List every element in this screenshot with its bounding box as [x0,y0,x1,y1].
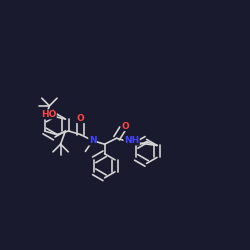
Text: NH: NH [124,136,139,145]
Text: O: O [77,114,84,122]
Text: O: O [121,122,129,130]
Text: N: N [89,136,96,145]
Text: HO: HO [41,110,56,119]
